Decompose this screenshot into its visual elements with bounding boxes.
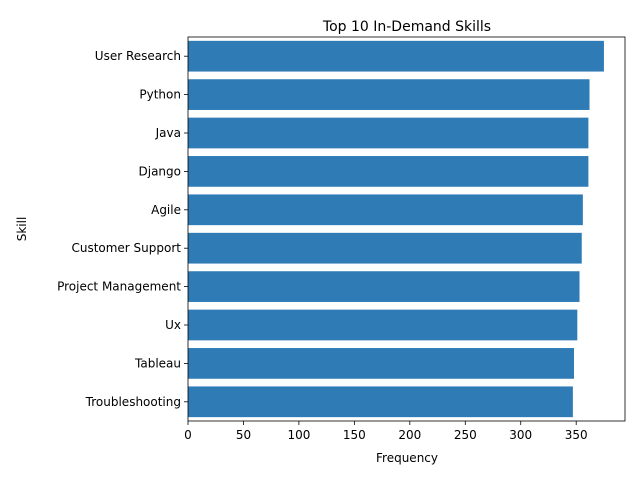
bar-django [188, 156, 589, 187]
axes-layer [187, 36, 626, 422]
bars-layer [188, 40, 604, 418]
bar-troubleshooting [188, 386, 573, 418]
x-tick-label-50: 50 [236, 428, 251, 442]
y-tick-label-troubleshooting: Troubleshooting [85, 395, 181, 409]
y-tick-label-user-research: User Research [95, 49, 181, 63]
y-axis-title: Skill [15, 217, 29, 242]
y-tick-label-ux: Ux [165, 318, 181, 332]
bar-agile [188, 194, 583, 226]
y-tick-label-agile: Agile [151, 203, 181, 217]
bar-python [188, 79, 590, 110]
x-tick-label-100: 100 [287, 428, 310, 442]
y-tick-label-django: Django [139, 164, 182, 178]
plot-frame [187, 36, 626, 422]
y-tick-label-customer-support: Customer Support [71, 241, 181, 255]
bar-ux [188, 309, 578, 341]
x-tick-label-350: 350 [565, 428, 588, 442]
x-tick-label-0: 0 [184, 428, 192, 442]
bar-tableau [188, 348, 574, 379]
y-tick-label-project-management: Project Management [57, 280, 181, 294]
y-tick-label-python: Python [139, 88, 181, 102]
y-tick-label-java: Java [155, 126, 181, 140]
x-tick-label-300: 300 [509, 428, 532, 442]
bar-project-management [188, 271, 580, 302]
chart-title: Top 10 In-Demand Skills [322, 19, 491, 35]
x-tick-label-250: 250 [454, 428, 477, 442]
x-tick-label-200: 200 [398, 428, 421, 442]
ticks-layer: User Research Python Java Django Agile Custom… [57, 49, 588, 442]
x-axis-title: Frequency [376, 451, 438, 465]
x-tick-label-150: 150 [343, 428, 366, 442]
bar-customer-support [188, 232, 582, 264]
bar-java [188, 117, 589, 149]
y-tick-label-tableau: Tableau [134, 356, 181, 370]
bar-user-research [188, 40, 604, 72]
